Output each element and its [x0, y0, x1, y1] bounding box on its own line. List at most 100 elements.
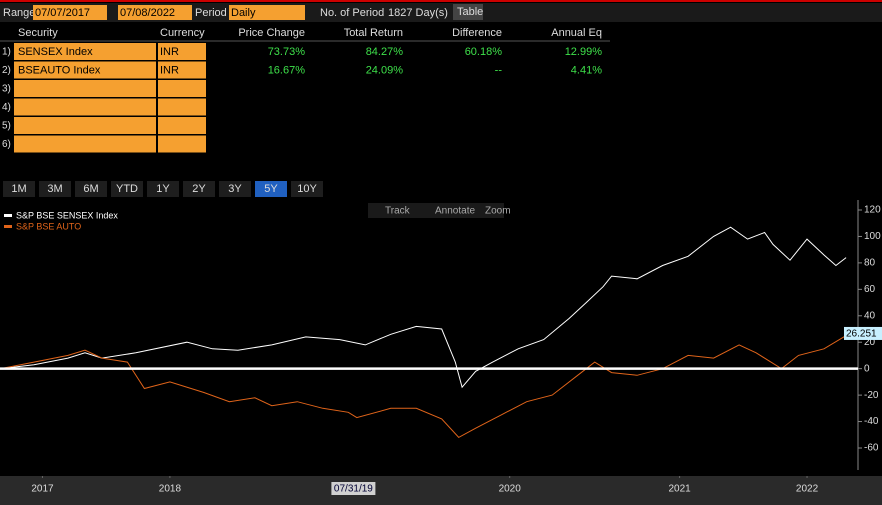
- cell: --: [495, 64, 503, 76]
- cell: BSEAUTO Index: [18, 64, 101, 76]
- cell: 12.99%: [565, 46, 603, 58]
- period-button-label[interactable]: 2Y: [192, 183, 206, 195]
- security-cell[interactable]: [14, 98, 156, 116]
- toolbar-item[interactable]: Annotate: [435, 206, 475, 217]
- column-header: Difference: [452, 27, 502, 39]
- cell: 4.41%: [571, 64, 602, 76]
- period-button-label[interactable]: 5Y: [264, 183, 278, 195]
- series-line: [0, 226, 847, 389]
- cursor-label: 07/31/19: [334, 484, 373, 495]
- security-cell[interactable]: [14, 117, 156, 134]
- series-line: [0, 335, 847, 439]
- y-tick-label: 60: [864, 284, 876, 295]
- count-label: No. of Period: [320, 7, 384, 19]
- x-tick-label: 2018: [159, 484, 182, 495]
- x-tick-label: 2021: [668, 484, 691, 495]
- y-tick-label: 40: [864, 310, 876, 321]
- y-tick-label: 20: [864, 337, 876, 348]
- legend-swatch: [4, 225, 12, 228]
- period-button[interactable]: [39, 181, 71, 197]
- column-header: Currency: [160, 27, 205, 39]
- toolbar-item[interactable]: Track: [385, 206, 411, 217]
- last-value-box: [844, 326, 882, 340]
- period-button[interactable]: [291, 181, 323, 197]
- table-button[interactable]: [453, 4, 483, 20]
- y-tick-label: 80: [864, 258, 876, 269]
- security-cell[interactable]: [14, 80, 156, 97]
- period-button-label[interactable]: 1M: [11, 183, 26, 195]
- period-button-label[interactable]: 1Y: [156, 183, 170, 195]
- security-cell[interactable]: [14, 61, 156, 79]
- y-tick-label: 120: [864, 205, 881, 216]
- period-button[interactable]: [75, 181, 107, 197]
- currency-cell[interactable]: [158, 43, 206, 60]
- period-button[interactable]: [219, 181, 251, 197]
- end-field[interactable]: [118, 5, 192, 20]
- cursor-box: [331, 482, 376, 495]
- column-header: Total Return: [344, 27, 403, 39]
- x-tick-label: 2017: [31, 484, 54, 495]
- range-label: Range: [3, 7, 35, 19]
- top-rule: [0, 0, 882, 2]
- period-button[interactable]: [255, 181, 287, 197]
- column-header: Annual Eq: [551, 27, 602, 39]
- y-tick-label: 0: [864, 363, 870, 374]
- period-button-label[interactable]: 6M: [83, 183, 98, 195]
- table-button-label[interactable]: Table: [457, 6, 483, 18]
- period-button[interactable]: [111, 181, 143, 197]
- x-strip: [0, 476, 882, 505]
- cell: 60.18%: [465, 46, 503, 58]
- start-date[interactable]: 07/07/2017: [35, 7, 90, 19]
- period-button[interactable]: [3, 181, 35, 197]
- period-button-label[interactable]: 10Y: [297, 183, 317, 195]
- y-tick-label: 100: [864, 231, 881, 242]
- cell: 84.27%: [366, 46, 404, 58]
- header-bar: [0, 3, 882, 22]
- column-header: Security: [18, 27, 58, 39]
- end-date[interactable]: 07/08/2022: [120, 7, 175, 19]
- row-number: 5): [2, 121, 11, 132]
- row-number: 6): [2, 139, 11, 150]
- currency-cell[interactable]: [158, 98, 206, 116]
- period-label: Period: [195, 7, 227, 19]
- cell: SENSEX Index: [18, 46, 93, 58]
- row-number: 1): [2, 47, 11, 58]
- cell: INR: [160, 64, 179, 76]
- toolbar-item[interactable]: Zoom: [485, 206, 511, 217]
- period-button-label[interactable]: YTD: [116, 183, 138, 195]
- x-tick-label: 2022: [796, 484, 819, 495]
- y-tick-label: -60: [864, 443, 879, 454]
- row-number: 3): [2, 84, 11, 95]
- period-button-label[interactable]: 3M: [47, 183, 62, 195]
- last-value-label: 26.251: [846, 329, 877, 340]
- plot-bg: [0, 200, 882, 475]
- cell: INR: [160, 46, 179, 58]
- currency-cell[interactable]: [158, 135, 206, 153]
- row-number: 4): [2, 102, 11, 113]
- period-button-label[interactable]: 3Y: [228, 183, 242, 195]
- column-header: Price Change: [238, 27, 305, 39]
- cell: 73.73%: [268, 46, 306, 58]
- row-number: 2): [2, 65, 11, 76]
- y-tick-label: -20: [864, 390, 879, 401]
- period-button[interactable]: [147, 181, 179, 197]
- count: 1827 Day(s): [388, 7, 448, 19]
- security-cell[interactable]: [14, 43, 156, 60]
- period-field[interactable]: [229, 5, 305, 20]
- period[interactable]: Daily: [231, 7, 256, 19]
- legend-entry: S&P BSE AUTO: [16, 221, 81, 231]
- legend-entry: S&P BSE SENSEX Index: [16, 210, 118, 220]
- cell: 16.67%: [268, 64, 306, 76]
- currency-cell[interactable]: [158, 61, 206, 79]
- currency-cell[interactable]: [158, 117, 206, 134]
- start-field[interactable]: [33, 5, 107, 20]
- security-cell[interactable]: [14, 135, 156, 153]
- cell: 24.09%: [366, 64, 404, 76]
- y-tick-label: -40: [864, 416, 879, 427]
- x-tick-label: 2020: [499, 484, 522, 495]
- legend-swatch: [4, 214, 12, 217]
- period-button[interactable]: [183, 181, 215, 197]
- toolbar: [368, 203, 504, 218]
- currency-cell[interactable]: [158, 80, 206, 97]
